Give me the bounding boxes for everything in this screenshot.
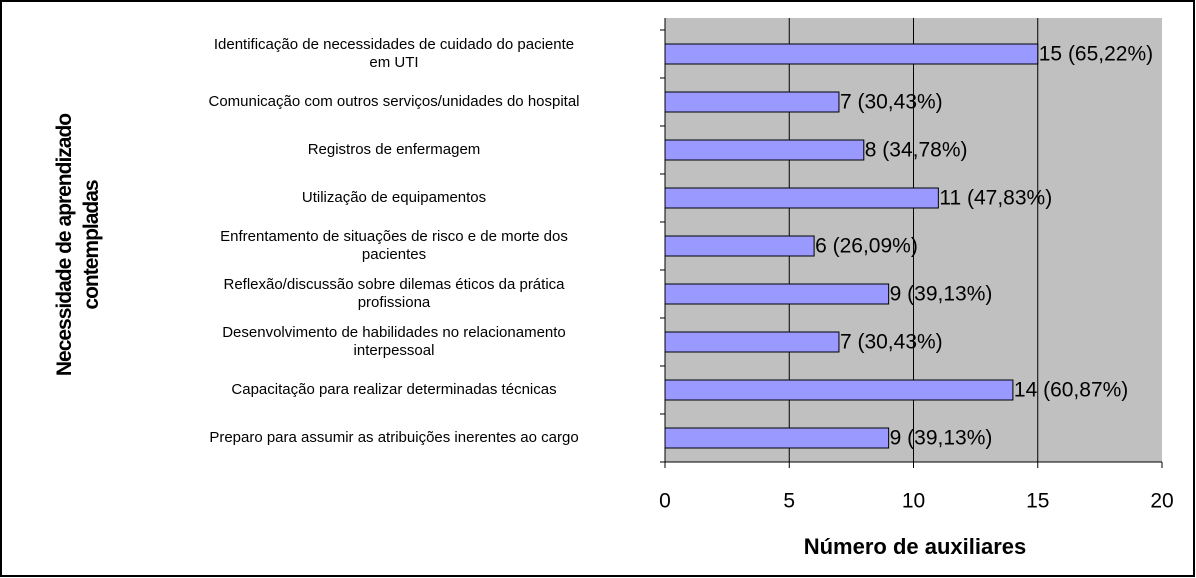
x-tick-label: 5 bbox=[783, 490, 795, 513]
y-tick-label: Capacitação para realizar determinadas t… bbox=[231, 381, 557, 398]
y-axis-title: Necessidade de aprendizado contempladas bbox=[53, 113, 103, 377]
value-label: 15 (65,22%) bbox=[1039, 43, 1153, 66]
y-tick-label: Utilização de equipamentos bbox=[301, 189, 487, 206]
y-tick-label: Desenvolvimento de habilidades no relaci… bbox=[222, 324, 566, 359]
y-tick-label: Reflexão/discussão sobre dilemas éticos … bbox=[223, 276, 565, 311]
bar bbox=[664, 187, 939, 209]
x-tick-label: 15 bbox=[1026, 490, 1049, 513]
bar bbox=[664, 91, 840, 113]
x-axis-title: Número de auxiliares bbox=[804, 534, 1027, 559]
x-tick-label: 10 bbox=[902, 490, 925, 513]
value-label: 14 (60,87%) bbox=[1014, 379, 1128, 402]
bar bbox=[664, 139, 865, 161]
value-label: 9 (39,13%) bbox=[890, 283, 993, 306]
y-tick-label: Comunicação com outros serviços/unidades… bbox=[208, 93, 580, 110]
value-label: 11 (47,83%) bbox=[939, 187, 1052, 210]
x-tick-label: 20 bbox=[1150, 490, 1173, 513]
value-label: 9 (39,13%) bbox=[890, 427, 993, 450]
y-tick-label: Preparo para assumir as atribuições iner… bbox=[209, 429, 579, 446]
x-tick-label: 0 bbox=[659, 490, 671, 513]
value-label: 7 (30,43%) bbox=[840, 331, 943, 354]
value-label: 8 (34,78%) bbox=[865, 139, 968, 162]
y-tick-label: Identificação de necessidades de cuidado… bbox=[213, 36, 575, 71]
bar bbox=[664, 427, 890, 449]
value-label: 6 (26,09%) bbox=[815, 235, 918, 258]
y-tick-label: Enfrentamento de situações de risco e de… bbox=[220, 228, 568, 263]
bar bbox=[664, 379, 1014, 401]
bar bbox=[664, 43, 1039, 65]
y-tick-label: Registros de enfermagem bbox=[307, 141, 481, 158]
bar bbox=[664, 283, 890, 305]
value-label: 7 (30,43%) bbox=[840, 91, 943, 114]
bar bbox=[664, 331, 840, 353]
bar bbox=[664, 235, 815, 257]
